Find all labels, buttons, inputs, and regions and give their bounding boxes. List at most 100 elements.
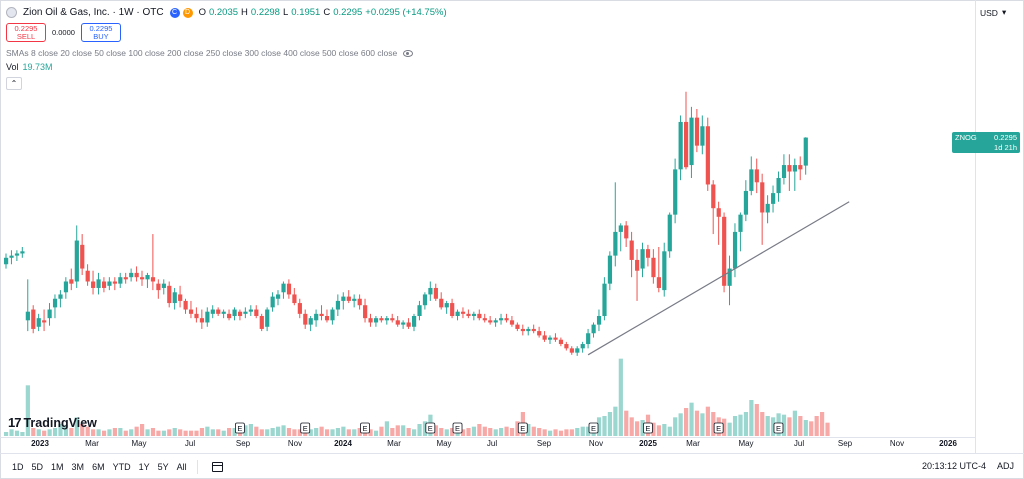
candle-body xyxy=(738,214,743,232)
volume-bar xyxy=(188,430,194,436)
candle-body xyxy=(357,298,362,306)
volume-bar xyxy=(373,430,379,436)
candle-body xyxy=(798,165,803,170)
candle-body xyxy=(161,283,166,288)
sma-indicator-legend[interactable]: SMAs 8 close 20 close 50 close 100 close… xyxy=(6,48,414,58)
volume-bar xyxy=(504,426,509,436)
time-tick-label: May xyxy=(436,439,451,448)
volume-bar xyxy=(548,430,553,436)
candle-body xyxy=(722,216,727,286)
volume-bar xyxy=(221,430,226,436)
earnings-marker xyxy=(773,422,784,434)
volume-bar xyxy=(36,429,41,436)
candle-body xyxy=(700,126,705,146)
price-axis-divider xyxy=(975,0,976,453)
volume-bar xyxy=(537,428,542,436)
volume-bar xyxy=(792,410,797,436)
volume-bar xyxy=(809,421,814,436)
volume-bar xyxy=(335,428,341,436)
range-button-ytd[interactable]: YTD xyxy=(112,461,131,472)
earnings-marker-label: E xyxy=(303,424,308,433)
range-button-3m[interactable]: 3M xyxy=(71,461,85,472)
volume-bar xyxy=(406,428,411,436)
candle-body xyxy=(314,313,319,321)
volume-bar xyxy=(607,412,613,436)
currency-selector[interactable]: USD ▾ xyxy=(980,7,1006,18)
time-tick-label: Nov xyxy=(589,439,603,448)
earnings-marker xyxy=(452,422,463,434)
volume-bar xyxy=(754,404,759,436)
candle-body xyxy=(172,292,177,304)
candle-body xyxy=(760,182,765,213)
earnings-marker-label: E xyxy=(645,424,650,433)
volume-bar xyxy=(635,421,640,436)
candle-body xyxy=(123,277,128,280)
volume-bar xyxy=(711,412,716,436)
candle-body xyxy=(286,283,292,295)
time-tick-label: Sep xyxy=(537,439,552,448)
candle-body xyxy=(694,117,700,146)
price-chart[interactable]: 0.32000.30000.28000.26000.24000.22000.20… xyxy=(0,0,976,453)
calendar-icon[interactable] xyxy=(211,461,223,472)
ohlc-open: 0.2035 xyxy=(208,7,239,18)
range-button-all[interactable]: All xyxy=(176,461,187,472)
volume-bar xyxy=(395,425,400,436)
collapse-legend-button[interactable]: ⌃ xyxy=(6,77,22,90)
time-tick-label: Mar xyxy=(387,439,401,448)
volume-bar xyxy=(42,430,47,436)
ohlc-close: 0.2295 xyxy=(333,7,363,18)
range-button-5y[interactable]: 5Y xyxy=(157,461,169,472)
sell-button[interactable]: 0.2295 SELL xyxy=(6,23,46,42)
candle-body xyxy=(183,300,188,310)
candle-body xyxy=(346,296,351,301)
candle-body xyxy=(74,240,79,282)
volume-legend[interactable]: Vol 19.73M xyxy=(6,62,53,72)
candle-body xyxy=(787,165,792,172)
candle-body xyxy=(118,277,123,284)
buy-button[interactable]: 0.2295 BUY xyxy=(80,23,121,42)
candle-body xyxy=(341,296,346,301)
range-button-6m[interactable]: 6M xyxy=(92,461,105,472)
volume-bar xyxy=(460,429,466,436)
candle-body xyxy=(47,309,52,319)
earnings-marker xyxy=(425,422,436,434)
volume-bar xyxy=(286,428,292,436)
candle-body xyxy=(792,165,797,172)
volume-bar xyxy=(341,426,346,436)
candle-body xyxy=(743,190,749,215)
candle-body xyxy=(678,121,683,170)
time-tick-label: Mar xyxy=(686,439,700,448)
volume-bar xyxy=(52,428,58,436)
candle-body xyxy=(596,316,602,325)
range-button-1d[interactable]: 1D xyxy=(12,461,24,472)
spread-value: 0.0000 xyxy=(52,28,75,37)
candle-body xyxy=(232,309,237,316)
volume-bar xyxy=(346,429,351,436)
volume-bar xyxy=(575,428,580,436)
clock[interactable]: 20:13:12 UTC-4 xyxy=(921,461,986,471)
volume-bar xyxy=(798,416,803,436)
candle-body xyxy=(205,311,210,323)
volume-bar xyxy=(689,402,694,436)
range-button-5d[interactable]: 5D xyxy=(31,461,44,472)
volume-bar xyxy=(814,416,819,436)
time-tick-label: 2024 xyxy=(334,439,352,448)
volume-bar xyxy=(248,424,253,436)
candle-body xyxy=(656,277,661,288)
volume-bar xyxy=(210,429,215,436)
range-button-1m[interactable]: 1M xyxy=(51,461,64,472)
candle-body xyxy=(460,311,466,314)
time-axis-divider xyxy=(0,437,976,438)
volume-bar xyxy=(85,426,90,436)
eye-hidden-icon[interactable] xyxy=(403,49,414,57)
earnings-marker xyxy=(360,422,370,434)
adjustment-toggle[interactable]: ADJ xyxy=(996,461,1014,471)
volume-bar xyxy=(433,425,438,436)
symbol-title[interactable]: Zion Oil & Gas, Inc. · 1W · OTC xyxy=(23,7,164,18)
range-button-1y[interactable]: 1Y xyxy=(138,461,150,472)
volume-bar xyxy=(422,421,428,436)
candle-body xyxy=(248,309,253,312)
candle-body xyxy=(384,318,389,321)
volume-bar xyxy=(281,425,286,436)
volume-bar xyxy=(140,424,145,436)
